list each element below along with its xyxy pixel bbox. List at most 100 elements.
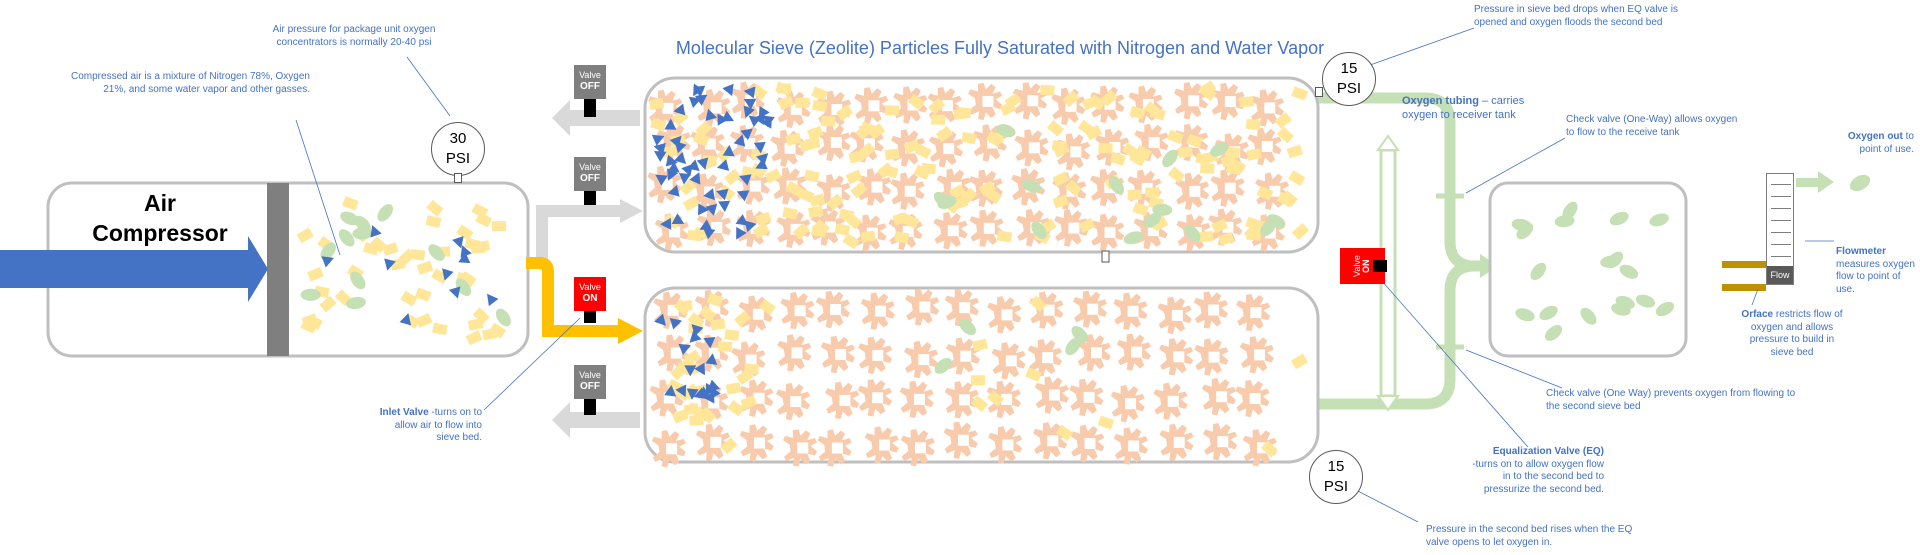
oxygen-particle [1530,262,1547,281]
water-vapor-particle [694,94,708,106]
nitrogen-particle [803,169,820,183]
bottom-inlet-valve[interactable]: Valve ON [574,277,606,323]
water-vapor-particle [706,382,717,396]
nitrogen-particle [1199,84,1217,102]
nitrogen-particle [1288,170,1306,187]
annotation-eq-valve: Equalization Valve (EQ) -turns on to allo… [1472,446,1604,496]
nitrogen-particle [1291,86,1308,101]
nitrogen-particle [1062,90,1080,108]
bottom-sieve-bed [643,286,1320,464]
gauge-unit: PSI [445,150,471,167]
flowmeter-tick [1771,256,1791,257]
nitrogen-particle [903,139,921,154]
nitrogen-particle [727,400,745,417]
annotation-eq-valve-text: -turns on to allow oxygen flow in to the… [1472,458,1604,495]
nitrogen-particle [960,187,978,205]
oxygen-particle [1108,176,1124,195]
water-vapor-particle [721,110,734,122]
water-vapor-particle [735,214,748,226]
nitrogen-particle [673,299,691,316]
top-inlet-valve[interactable]: Valve OFF [574,157,606,205]
nitrogen-particle [671,409,689,424]
oxygen-particle [1580,307,1597,325]
top-bed-pressure-gauge: 15 PSI [1315,52,1376,106]
water-vapor-particle [702,227,716,240]
nitrogen-particle [416,260,434,275]
water-vapor-particle [694,362,705,376]
nitrogen-particle [300,318,318,334]
annotation-compressed-air: Compressed air is a mixture of Nitrogen … [71,71,310,95]
water-vapor-particle [452,236,464,249]
nitrogen-particle [432,322,448,336]
compressor-label-line2: Compressor [92,220,228,246]
annotation-check-valve-top: Check valve (One-Way) allows oxygen to f… [1566,114,1738,138]
water-vapor-particle [753,141,766,154]
nitrogen-particle [1229,158,1247,174]
compressed-air-particles [296,196,511,346]
oxygen-particle [1184,224,1201,242]
nitrogen-particle [342,196,359,211]
top-exhaust-valve[interactable]: Valve OFF [574,65,606,117]
nitrogen-particle [777,95,795,111]
receiver-tank [1488,181,1688,358]
eq-valve-text: Valve ON [1352,250,1371,282]
oxygen-particle [1609,211,1629,226]
water-vapor-particle [370,225,382,238]
oxygen-particle [346,296,366,310]
check-valves [1436,193,1464,350]
nitrogen-particle [884,105,900,116]
nitrogen-particle [999,100,1017,117]
oxygen-particle [352,227,373,240]
water-vapor-particle [321,256,334,268]
bottom-bed-particles [649,288,1309,468]
water-vapor-particle [744,220,757,233]
nitrogen-particle [956,106,972,119]
water-vapor-particle [458,251,471,264]
nitrogen-particle [1286,144,1304,159]
nitrogen-particle [971,375,986,386]
valve-label: Valve [579,370,601,380]
oxygen-particle [320,242,336,261]
bottom-exhaust-valve[interactable]: Valve OFF [574,365,606,415]
water-vapor-particle [654,313,666,326]
nitrogen-particle [948,184,966,200]
annotation-inlet-valve-title: Inlet Valve [379,407,429,418]
bottom-exhaust-arrow [552,402,640,438]
nitrogen-particle [1290,353,1309,370]
oxygen-particle [1539,305,1558,321]
nitrogen-particle [1260,440,1279,458]
oxygen-particle [1655,301,1675,317]
nitrogen-particle [1064,179,1082,197]
flowmeter: Flow [1766,173,1794,285]
orifice [1722,261,1766,291]
water-vapor-particle [669,318,683,330]
nitrogen-particle [682,195,700,212]
equalization-valve[interactable]: Valve ON [1340,248,1387,284]
nitrogen-particle [996,230,1013,243]
valve-stem [584,311,596,323]
oxygen-particle [495,308,511,327]
top-exhaust-arrow [552,100,640,136]
water-vapor-particle [760,116,772,129]
nitrogen-particle [844,212,862,230]
nitrogen-particle [740,394,758,410]
water-vapor-particle [651,134,665,146]
water-vapor-particle [697,203,710,216]
nitrogen-particle [826,193,844,211]
nitrogen-particle [931,114,946,125]
nitrogen-particle [370,236,388,253]
water-vapor-particle [736,227,747,240]
gauge-connector [1315,87,1323,97]
oxygen-particle [1649,213,1669,227]
nitrogen-particle [699,406,717,424]
water-vapor-particle [705,353,718,365]
nitrogen-particle [811,99,828,113]
water-vapor-particle [722,144,735,157]
nitrogen-particle [670,363,688,381]
nitrogen-particle [978,180,996,197]
nitrogen-particle [848,150,865,164]
annotation-oxygen-tubing: Oxygen tubing – carries oxygen to receiv… [1402,94,1532,122]
oxygen-particle [300,288,321,301]
flowmeter-tick [1771,196,1791,197]
valve-label: Valve [579,282,601,292]
